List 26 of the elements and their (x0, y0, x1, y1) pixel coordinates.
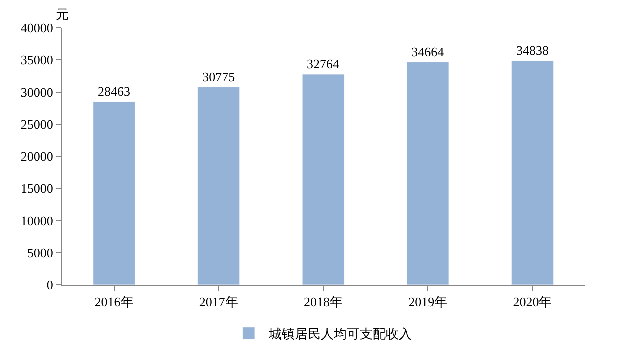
data-label: 34664 (412, 44, 445, 60)
x-tick-label: 2019年 (408, 294, 448, 310)
x-tick-label: 2018年 (304, 294, 343, 310)
bar (406, 62, 450, 285)
y-axis-title: 元 (56, 7, 69, 22)
x-tick-label: 2016年 (94, 294, 134, 310)
data-label: 34838 (516, 43, 549, 58)
legend-label: 城镇居民人均可支配收入 (268, 326, 412, 342)
x-tick-label: 2017年 (199, 294, 238, 310)
y-tick-label: 10000 (20, 213, 54, 228)
data-label: 32764 (307, 56, 340, 72)
y-tick-label: 20000 (20, 149, 54, 164)
y-tick-label: 35000 (20, 52, 54, 68)
data-label: 28463 (98, 84, 131, 100)
y-tick-label: 5000 (27, 245, 54, 260)
y-tick-label: 40000 (20, 20, 54, 36)
bar (302, 74, 345, 285)
data-label: 30775 (202, 69, 236, 84)
bar (93, 102, 136, 285)
bar (512, 60, 554, 285)
y-tick-label: 30000 (20, 84, 54, 100)
y-tick-label: 15000 (20, 181, 54, 196)
x-tick-label: 2020年 (513, 294, 552, 310)
bar (198, 87, 240, 285)
y-tick-label: 25000 (20, 116, 54, 132)
y-tick-label: 0 (46, 278, 54, 293)
